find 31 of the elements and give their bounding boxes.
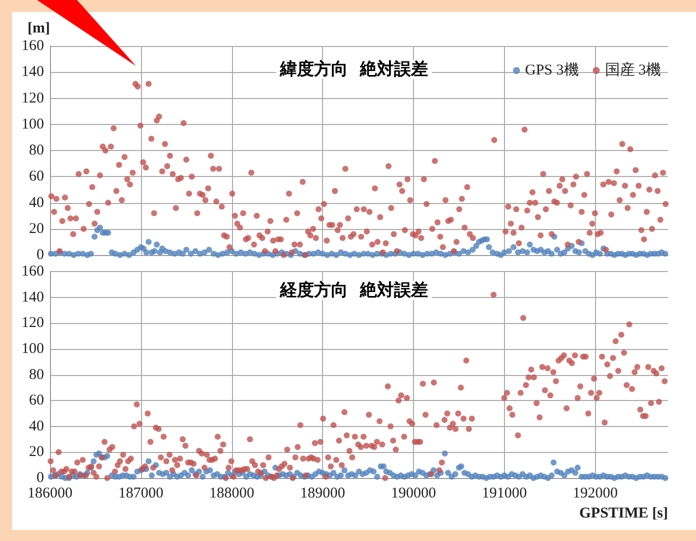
- x-tick-label: 192000: [572, 486, 618, 502]
- y-tick-label: 60: [29, 392, 44, 409]
- x-tick-label: 191000: [482, 486, 527, 502]
- x-tick-label: 190000: [391, 486, 436, 502]
- y-tick-label: 40: [29, 418, 44, 434]
- y-tick-label: 40: [29, 194, 44, 211]
- legend-label: GPS 3機: [524, 62, 579, 78]
- y-tick-label: 0: [36, 470, 44, 486]
- y-tick-label: 120: [22, 90, 44, 106]
- x-tick-label: 187000: [118, 486, 164, 502]
- text: 経度方向 絶対誤差: [279, 280, 428, 300]
- x-axis-title: GPSTIME [s]: [579, 506, 668, 522]
- y-tick-label: 160: [22, 264, 44, 280]
- y-tick-label: 100: [22, 340, 44, 357]
- y-tick-label: 0: [36, 247, 44, 263]
- text: 緯度方向 絶対誤差: [279, 60, 428, 80]
- legend-label: 国産 3機: [604, 62, 661, 78]
- x-tick-label: 189000: [300, 486, 346, 502]
- y-tick-label: 80: [29, 366, 44, 383]
- x-tick-label: 186000: [28, 486, 72, 502]
- y-tick-label: 60: [29, 168, 44, 185]
- y-tick-label: 120: [22, 315, 44, 332]
- y-tick-label: 160: [22, 38, 44, 54]
- y-axis-title: [m]: [28, 20, 50, 36]
- y-tick-label: 20: [29, 444, 44, 460]
- y-tick-label: 140: [22, 289, 44, 306]
- y-tick-label: 80: [29, 142, 44, 158]
- y-tick-label: 20: [29, 220, 44, 237]
- y-tick-label: 140: [22, 64, 44, 80]
- x-tick-label: 188000: [209, 486, 254, 502]
- y-tick-label: 100: [22, 116, 44, 132]
